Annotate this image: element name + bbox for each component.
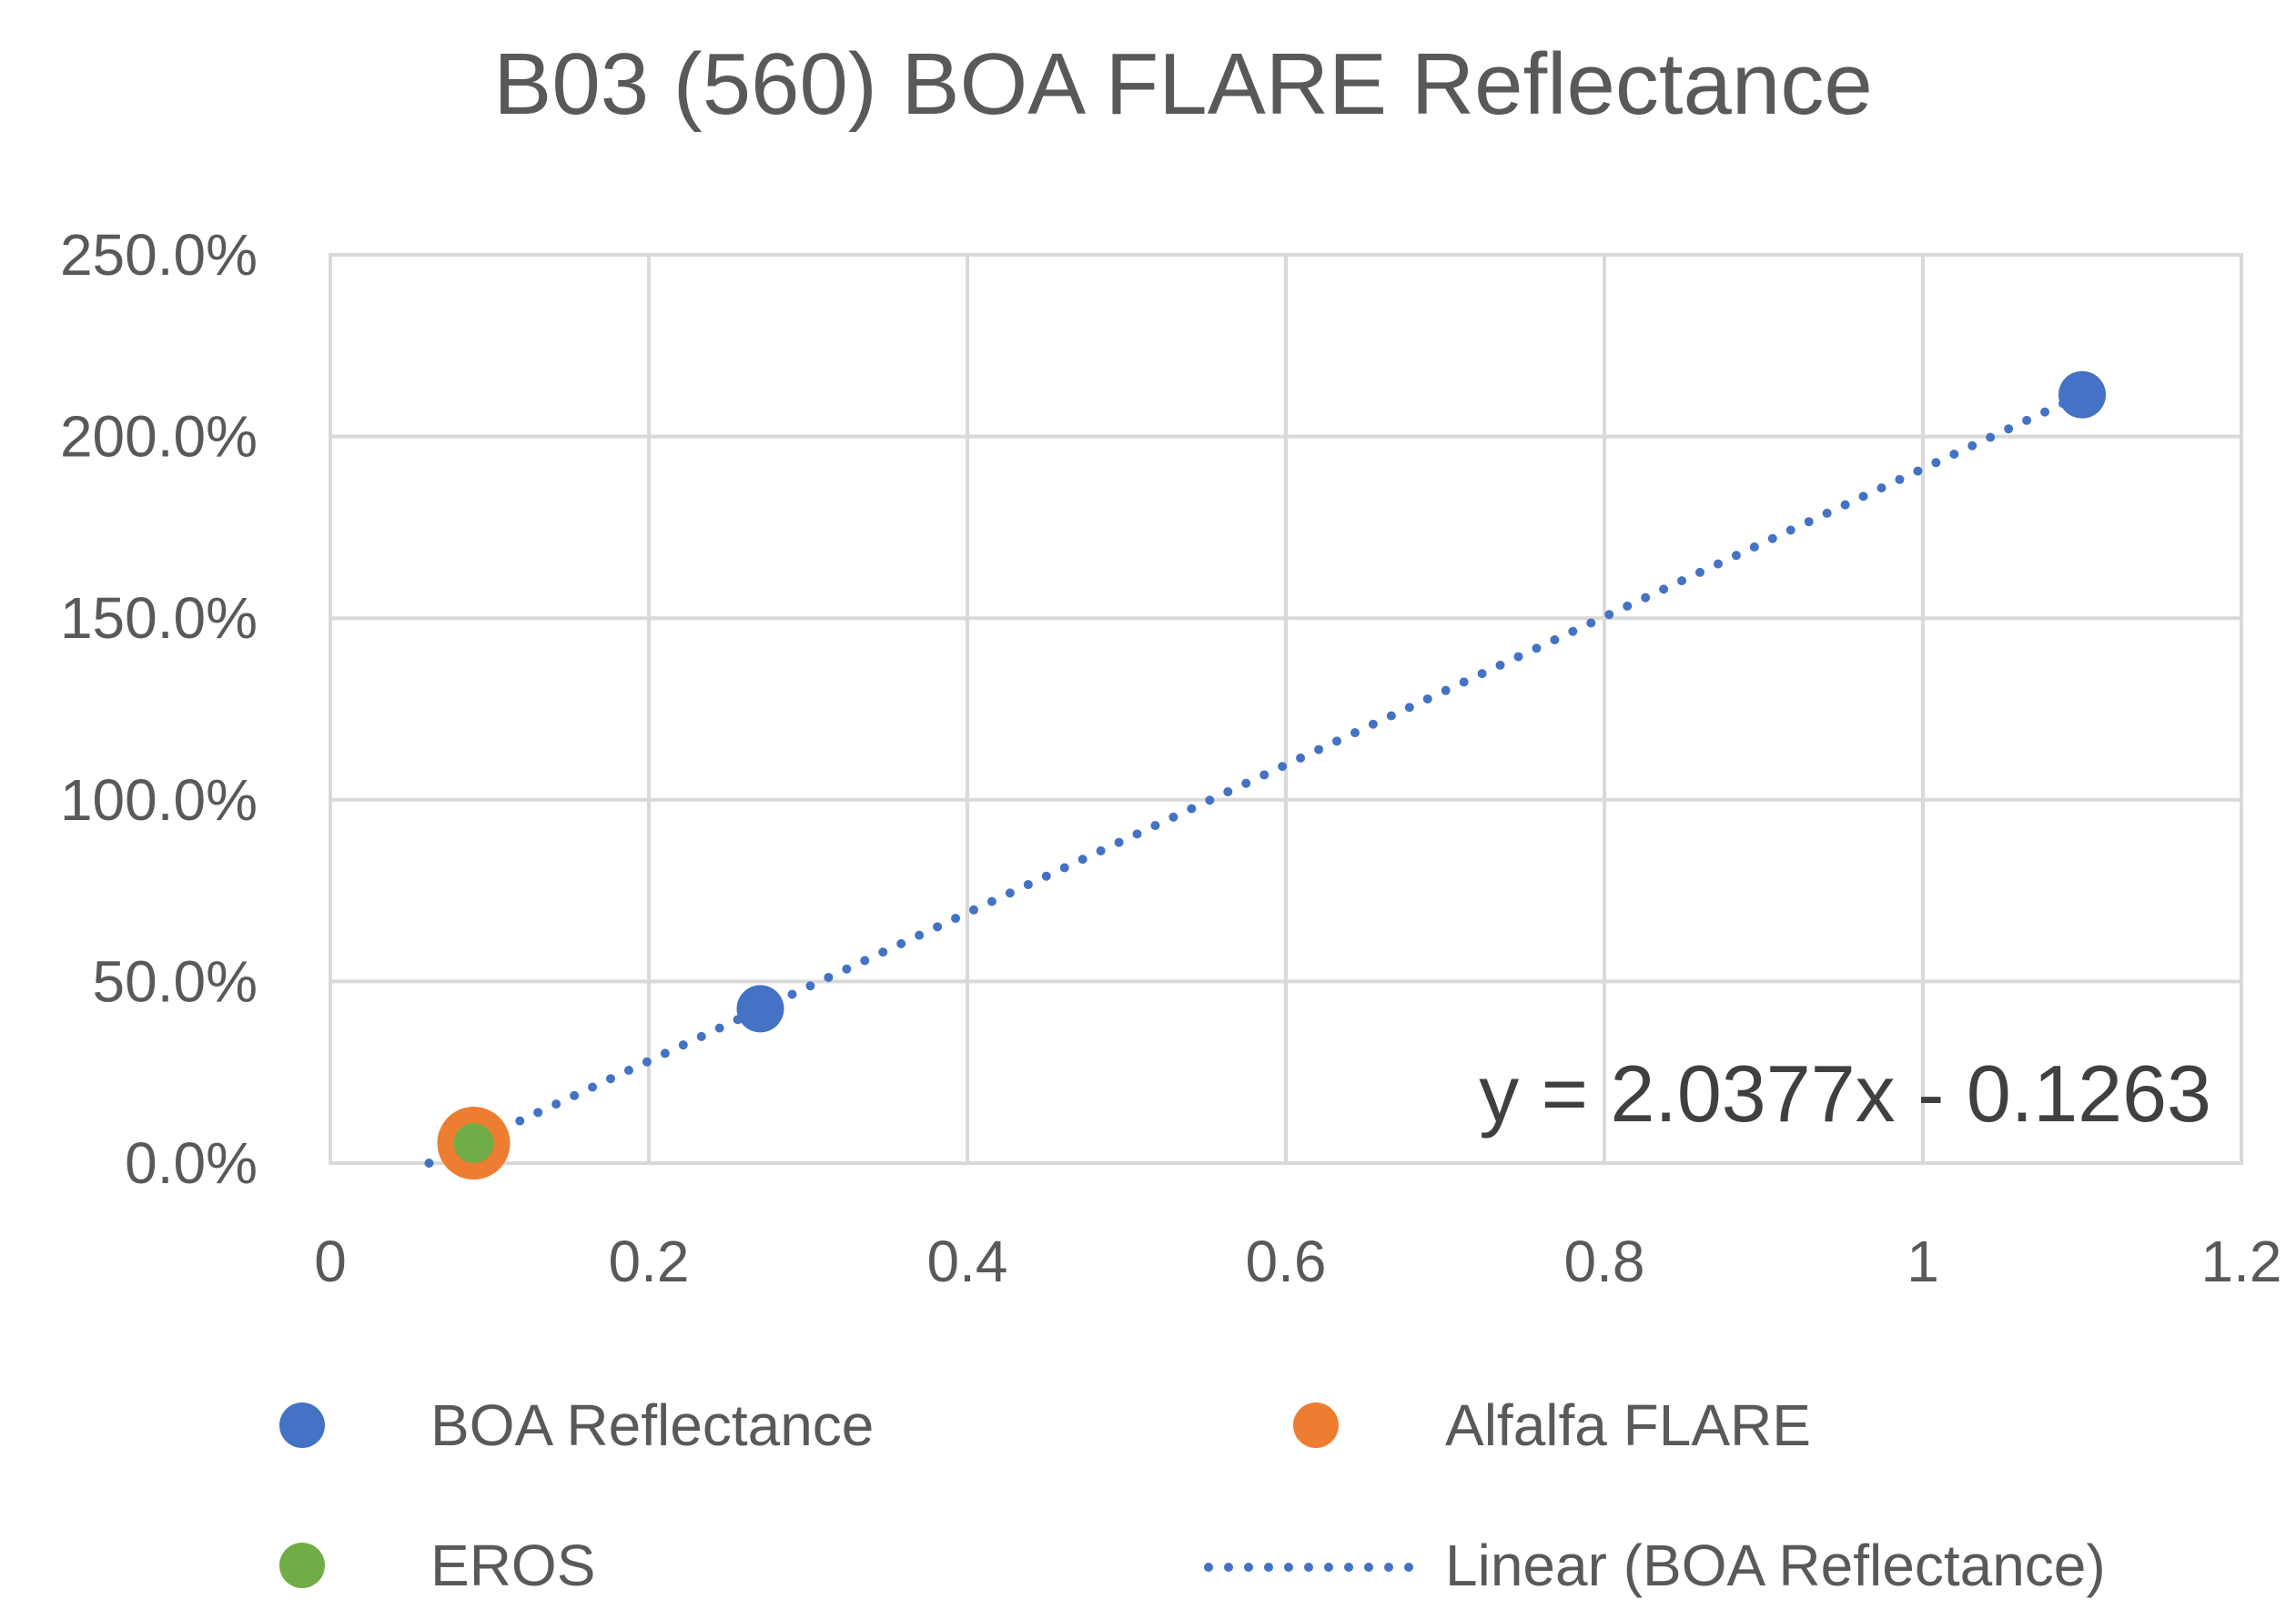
y-tick-label: 200.0%: [60, 404, 258, 470]
legend-label-eros: EROS: [430, 1533, 595, 1598]
legend-label-boa-reflectance: BOA Reflectance: [430, 1392, 874, 1458]
legend-marker-boa-reflectance: [279, 1402, 325, 1448]
x-tick-label: 1.2: [2201, 1229, 2282, 1294]
y-tick-label: 50.0%: [93, 948, 258, 1014]
legend-label-linear-trendline: Linear (BOA Reflectance): [1445, 1533, 2106, 1598]
x-tick-label: 0.2: [609, 1229, 690, 1294]
data-points: [437, 370, 2106, 1180]
point-eros-0: [453, 1123, 494, 1164]
legend: BOA Reflectance Alfalfa FLARE EROS Linea…: [279, 1392, 2106, 1598]
y-tick-label: 100.0%: [60, 767, 258, 833]
x-tick-label: 0.6: [1246, 1229, 1327, 1294]
x-tick-label: 0: [314, 1229, 347, 1294]
x-tick-label: 0.8: [1564, 1229, 1645, 1294]
x-tick-label: 0.4: [927, 1229, 1008, 1294]
x-tick-label: 1: [1907, 1229, 1939, 1294]
y-axis-ticks: 0.0% 50.0% 100.0% 150.0% 200.0% 250.0%: [60, 222, 258, 1196]
y-tick-label: 250.0%: [60, 222, 258, 288]
point-boa-reflectance-1: [736, 985, 784, 1033]
y-tick-label: 0.0%: [125, 1130, 258, 1196]
y-tick-label: 150.0%: [60, 585, 258, 651]
legend-marker-eros: [279, 1543, 325, 1588]
gridlines: [329, 253, 2243, 1165]
plot-frame: [329, 253, 2243, 1165]
trendline-equation: y = 2.0377x - 0.1263: [1479, 1048, 2211, 1139]
chart-title: B03 (560) BOA FLARE Reflectance: [493, 35, 1872, 133]
legend-marker-alfalfa-flare: [1293, 1402, 1339, 1448]
legend-label-alfalfa-flare: Alfalfa FLARE: [1445, 1392, 1811, 1458]
point-boa-reflectance-2: [2058, 370, 2106, 419]
trendline-group: [424, 390, 2087, 1168]
trendline-linear-boa-reflectance: [424, 390, 2087, 1168]
x-axis-ticks: 0 0.2 0.4 0.6 0.8 1 1.2: [314, 1229, 2281, 1294]
